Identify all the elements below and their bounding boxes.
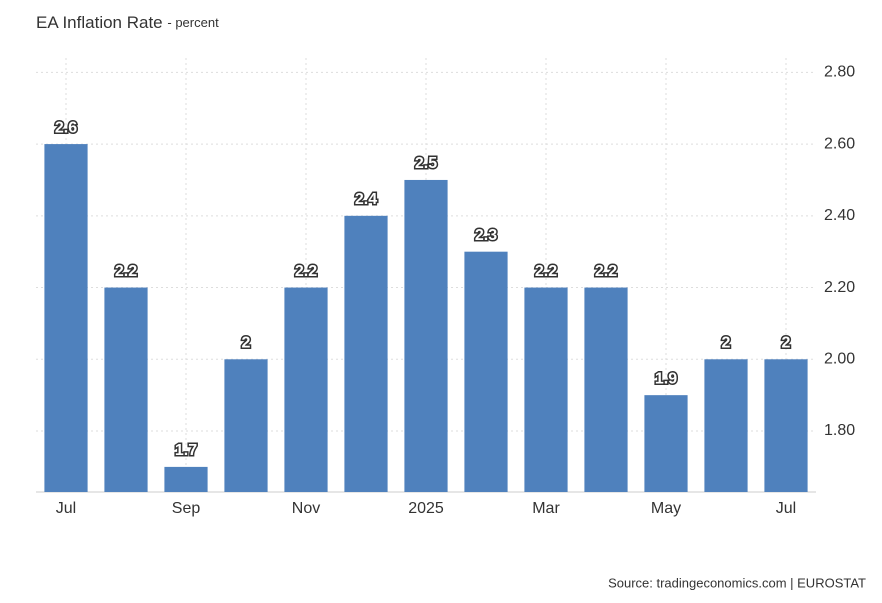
y-tick-label: 2.20 — [824, 279, 855, 296]
bar — [224, 359, 268, 492]
bar — [104, 287, 148, 492]
subtitle: - percent — [167, 15, 219, 30]
value-label: 2 — [782, 335, 791, 352]
bar — [284, 287, 328, 492]
x-tick-label: Jul — [56, 500, 76, 517]
y-tick-label: 1.80 — [824, 422, 855, 439]
value-label: 2.6 — [55, 119, 77, 136]
bar — [344, 215, 388, 492]
y-tick-label: 2.40 — [824, 207, 855, 224]
source: Source: tradingeconomics.com | EUROSTAT — [608, 575, 866, 590]
bar — [764, 359, 808, 492]
value-label: 2.2 — [295, 263, 317, 280]
x-tick-label: Sep — [172, 500, 201, 517]
value-label: 2.2 — [115, 263, 137, 280]
bar — [164, 466, 208, 492]
y-tick-label: 2.60 — [824, 135, 855, 152]
bar — [704, 359, 748, 492]
value-label: 1.9 — [655, 370, 677, 387]
bar — [584, 287, 628, 492]
value-label: 2.3 — [475, 227, 497, 244]
x-tick-label: 2025 — [408, 500, 444, 517]
bar — [464, 251, 508, 492]
x-tick-label: Nov — [292, 500, 320, 517]
value-label: 2.5 — [415, 155, 437, 172]
value-label: 2 — [722, 335, 731, 352]
bar — [524, 287, 568, 492]
x-tick-label: May — [651, 500, 681, 517]
chart-title: EA Inflation Rate - percent — [36, 13, 219, 32]
x-tick-label: Jul — [776, 500, 796, 517]
bar — [404, 179, 448, 492]
y-tick-label: 2.80 — [824, 64, 855, 81]
title: EA Inflation Rate — [36, 13, 163, 32]
bar — [644, 395, 688, 492]
y-tick-label: 2.00 — [824, 351, 855, 368]
value-label: 2.4 — [355, 191, 377, 208]
bar — [44, 144, 88, 492]
value-label: 2.2 — [535, 263, 557, 280]
value-label: 2 — [242, 335, 251, 352]
x-tick-label: Mar — [532, 500, 560, 517]
value-label: 2.2 — [595, 263, 617, 280]
value-label: 1.7 — [175, 442, 197, 459]
